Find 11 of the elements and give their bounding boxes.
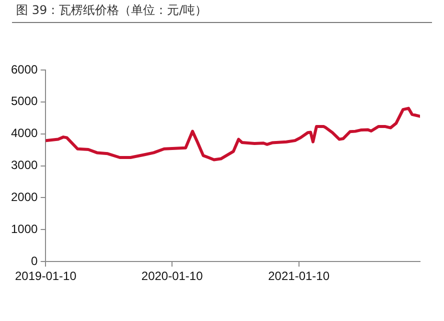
y-tick-label: 3000 (10, 158, 38, 172)
x-tick-label: 2021-01-10 (268, 269, 330, 284)
x-tick-label: 2019-01-10 (15, 269, 77, 284)
chart-title: 图 39：瓦楞纸价格（单位：元/吨） (12, 0, 432, 23)
y-tick-label: 0 (31, 254, 38, 268)
y-tick-label: 1000 (10, 222, 38, 236)
y-tick-label: 6000 (10, 62, 38, 76)
y-tick-label: 4000 (10, 126, 38, 140)
x-tick-label: 2020-01-10 (141, 269, 204, 284)
y-tick-label: 5000 (10, 94, 38, 108)
y-tick-label: 2000 (10, 190, 38, 204)
